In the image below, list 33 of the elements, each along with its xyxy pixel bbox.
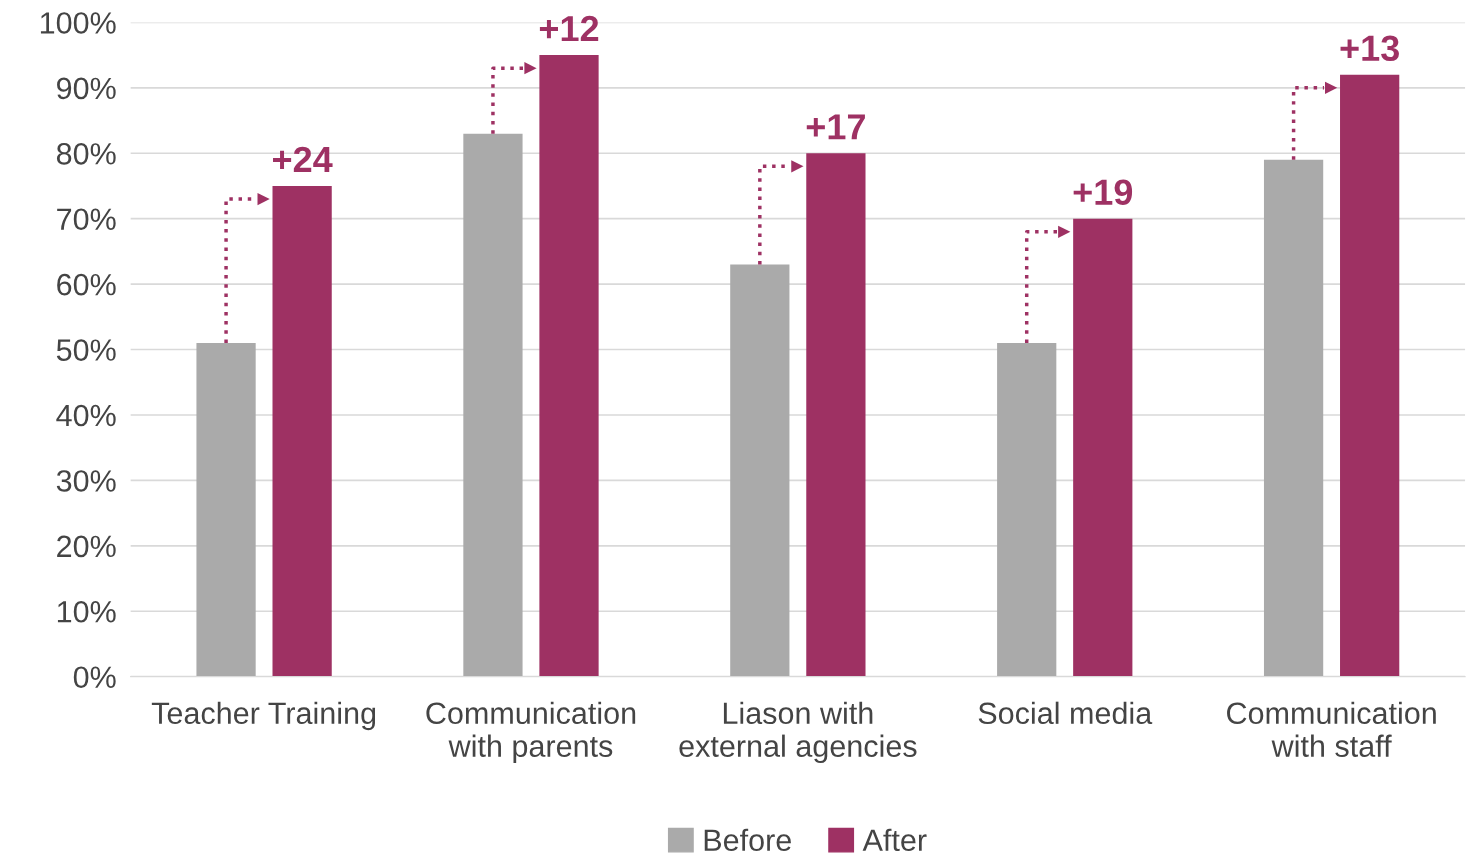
y-tick-label: 60%	[57, 273, 116, 296]
bar	[539, 55, 599, 677]
x-tick-label: Social media	[978, 701, 1153, 725]
x-tick-label: Liason with external agencies	[679, 701, 917, 764]
bar	[196, 343, 256, 677]
bar	[1263, 159, 1324, 677]
x-tick-label: Communication with staff	[1227, 701, 1436, 758]
y-tick-label: 20%	[57, 535, 116, 558]
y-tick-label: 50%	[56, 339, 116, 361]
y-tick-label: 30%	[56, 470, 116, 492]
x-tick-label: Communication with parents	[426, 701, 636, 764]
annotation: +12	[539, 15, 599, 42]
annotation: +24	[273, 146, 333, 172]
annotation: +19	[1073, 179, 1133, 206]
y-tick-label: 80%	[56, 143, 116, 165]
bar	[997, 343, 1057, 677]
bar	[272, 185, 332, 677]
annotation: +17	[806, 114, 865, 140]
bar	[1073, 218, 1133, 677]
bar	[806, 153, 866, 677]
x-tick-label: Teacher Training	[151, 701, 376, 731]
y-tick-label: 100%	[40, 12, 116, 34]
bar	[1340, 74, 1400, 677]
bar	[730, 264, 790, 677]
legend-label: Before	[704, 828, 791, 852]
y-tick-label: 90%	[57, 77, 116, 100]
y-tick-label: 70%	[57, 208, 116, 231]
bar	[463, 133, 523, 677]
y-tick-label: 10%	[57, 600, 116, 623]
y-tick-label: 40%	[56, 404, 116, 427]
annotation: +13	[1340, 35, 1399, 62]
y-tick-label: 0%	[73, 666, 116, 689]
legend-label: After	[862, 828, 927, 852]
